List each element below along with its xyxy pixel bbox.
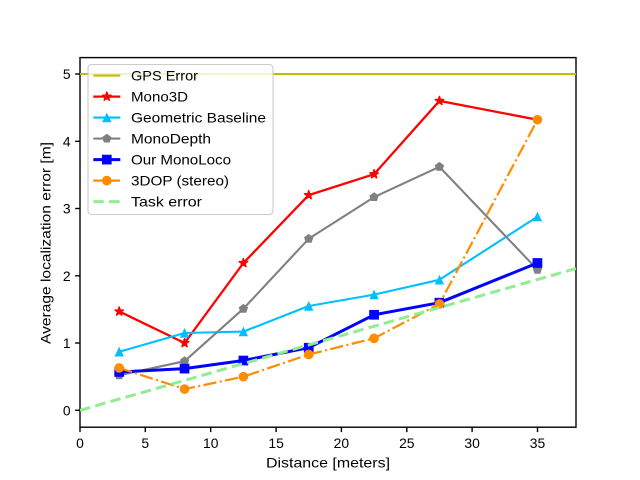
svg-text:Mono3D: Mono3D bbox=[131, 89, 188, 105]
svg-text:5: 5 bbox=[141, 435, 149, 451]
svg-text:MonoDepth: MonoDepth bbox=[131, 131, 211, 147]
svg-text:0: 0 bbox=[76, 435, 84, 451]
svg-text:Our MonoLoco: Our MonoLoco bbox=[131, 152, 231, 168]
svg-text:0: 0 bbox=[63, 402, 71, 418]
svg-text:Geometric Baseline: Geometric Baseline bbox=[131, 110, 266, 126]
svg-text:3: 3 bbox=[63, 201, 71, 217]
svg-text:20: 20 bbox=[334, 435, 350, 451]
svg-text:Task error: Task error bbox=[131, 194, 202, 210]
svg-text:30: 30 bbox=[464, 435, 480, 451]
svg-text:Average localization error [m]: Average localization error [m] bbox=[38, 142, 54, 344]
svg-text:3DOP (stereo): 3DOP (stereo) bbox=[131, 173, 229, 189]
svg-text:5: 5 bbox=[63, 66, 71, 82]
svg-text:15: 15 bbox=[268, 435, 284, 451]
svg-text:4: 4 bbox=[63, 133, 71, 149]
svg-text:GPS Error: GPS Error bbox=[131, 68, 198, 84]
svg-text:Distance [meters]: Distance [meters] bbox=[266, 455, 390, 471]
svg-text:10: 10 bbox=[203, 435, 219, 451]
svg-text:25: 25 bbox=[399, 435, 415, 451]
svg-text:1: 1 bbox=[63, 335, 71, 351]
svg-text:2: 2 bbox=[63, 268, 71, 284]
svg-text:35: 35 bbox=[530, 435, 546, 451]
